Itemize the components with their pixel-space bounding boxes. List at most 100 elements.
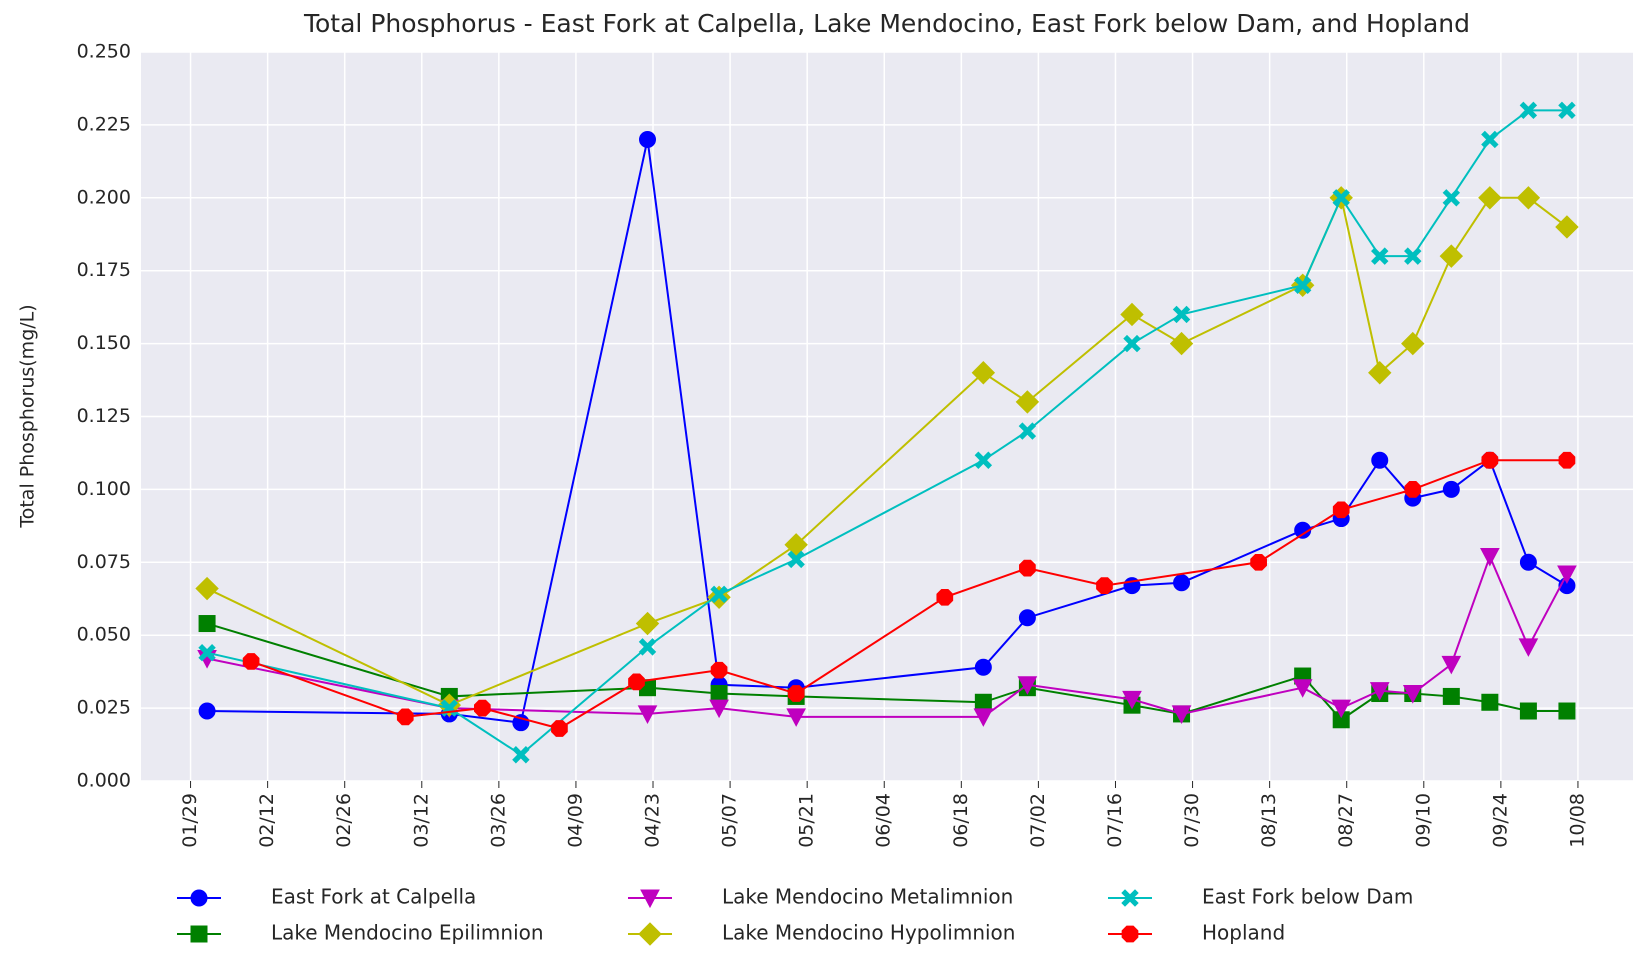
x-tick-label: 06/04 [873, 793, 895, 848]
x-tick-label: 04/23 [642, 793, 664, 848]
marker [1293, 276, 1312, 294]
x-tick-label: 09/10 [1412, 793, 1434, 848]
marker [1018, 609, 1036, 627]
marker [1292, 679, 1313, 698]
marker [1480, 547, 1500, 567]
marker [787, 685, 805, 702]
y-axis-label: Total Phosphorus(mg/L) [17, 304, 39, 528]
marker [1518, 638, 1539, 657]
x-tick-label: 02/12 [256, 793, 278, 848]
marker [1481, 693, 1499, 711]
marker [637, 705, 658, 725]
marker [709, 699, 729, 719]
marker [242, 653, 260, 670]
marker [1442, 687, 1460, 705]
marker [710, 685, 728, 703]
marker [639, 130, 657, 148]
marker [551, 720, 568, 737]
x-tick-label: 05/21 [796, 793, 818, 848]
marker [974, 693, 992, 711]
legend-item: Hopland [1108, 921, 1285, 945]
x-tick-label: 02/26 [333, 793, 355, 848]
x-tick-label: 07/02 [1027, 793, 1049, 848]
legend-text: East Fork at Calpella [271, 885, 476, 909]
marker [1171, 705, 1192, 725]
chart-title: Total Phosphorus - East Fork at Calpella… [303, 9, 1470, 38]
marker [628, 673, 645, 691]
legend-text: Hopland [1202, 921, 1285, 945]
marker [1519, 553, 1537, 571]
marker [1120, 302, 1144, 327]
marker [512, 746, 530, 764]
y-tick-label: 0.025 [77, 697, 131, 719]
marker [1478, 186, 1502, 210]
y-tick-label: 0.150 [77, 332, 131, 354]
marker [198, 643, 216, 662]
marker [1441, 655, 1462, 675]
marker [1519, 702, 1537, 720]
marker [1442, 480, 1460, 498]
marker [638, 922, 662, 946]
marker [1017, 676, 1038, 695]
marker [1019, 559, 1036, 577]
marker [635, 611, 660, 636]
marker [640, 889, 660, 909]
marker [195, 576, 219, 601]
y-tick-label: 0.225 [77, 113, 131, 135]
y-tick-label: 0.000 [77, 770, 131, 792]
x-tick-label: 08/13 [1258, 793, 1280, 848]
y-tick-label: 0.050 [77, 624, 131, 646]
y-tick-label: 0.200 [77, 186, 131, 208]
marker [473, 699, 491, 717]
y-tick-label: 0.175 [77, 259, 131, 281]
marker [1169, 331, 1194, 356]
marker [787, 550, 805, 569]
legend-item: East Fork at Calpella [177, 885, 476, 909]
marker [1555, 215, 1579, 239]
y-tick-label: 0.125 [77, 405, 131, 427]
marker [198, 702, 216, 720]
legend-text: East Fork below Dam [1202, 885, 1413, 909]
marker [974, 658, 992, 676]
y-tick-label: 0.075 [77, 551, 131, 573]
x-tick-label: 05/07 [719, 793, 741, 848]
marker [1371, 247, 1389, 265]
x-tick-label: 01/29 [179, 793, 201, 848]
marker [190, 889, 208, 907]
marker [1371, 451, 1389, 469]
marker [1401, 331, 1425, 356]
marker [1404, 247, 1422, 265]
legend-item: Lake Mendocino Hypolimnion [628, 921, 1015, 946]
x-tick-label: 08/27 [1335, 793, 1357, 848]
marker [1442, 189, 1461, 207]
y-tick-label: 0.100 [77, 478, 131, 500]
x-tick-label: 03/26 [487, 793, 509, 848]
marker [710, 585, 728, 604]
marker [1368, 361, 1392, 385]
x-tick-label: 06/18 [950, 793, 972, 848]
legend-item: Lake Mendocino Metalimnion [628, 885, 1013, 909]
legend-item: Lake Mendocino Epilimnion [177, 921, 544, 945]
y-tick-label: 0.250 [77, 41, 131, 63]
marker [396, 708, 414, 726]
marker [1250, 553, 1267, 571]
marker [190, 925, 208, 943]
marker [786, 708, 806, 727]
marker [1439, 244, 1464, 268]
marker [1096, 577, 1113, 594]
x-tick-label: 09/24 [1489, 793, 1511, 848]
marker [971, 361, 996, 385]
legend-item: East Fork below Dam [1108, 885, 1413, 909]
marker [1121, 889, 1139, 907]
marker [1332, 189, 1350, 207]
marker [974, 451, 993, 469]
marker [1122, 690, 1142, 710]
marker [1404, 481, 1422, 498]
marker [1369, 682, 1390, 701]
marker [1481, 451, 1499, 469]
marker [1018, 422, 1037, 440]
marker [1331, 699, 1352, 719]
marker [710, 661, 728, 679]
x-tick-label: 03/12 [410, 793, 432, 848]
